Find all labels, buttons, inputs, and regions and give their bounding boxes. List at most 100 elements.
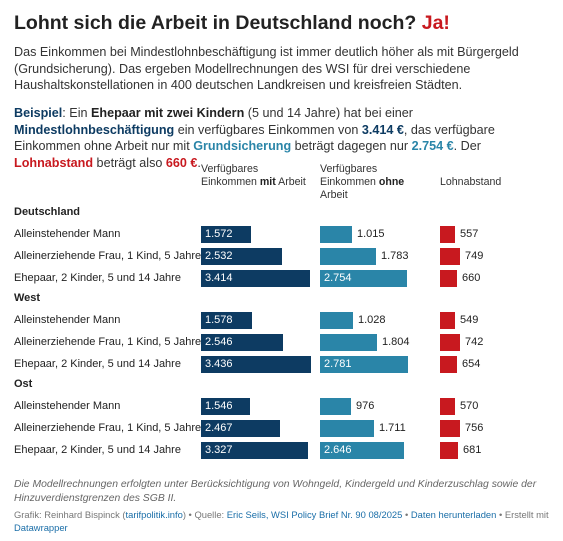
bar-ohne-arbeit — [320, 442, 404, 459]
column-header-line: Arbeit — [320, 189, 348, 201]
credits-text: • Erstellt mit — [496, 509, 549, 520]
bar-lohnabstand — [440, 356, 457, 373]
column-header-lohnabstand: Lohnabstand — [440, 176, 501, 189]
group-heading: West — [14, 292, 41, 304]
bar-ohne-arbeit-value: 2.646 — [324, 444, 352, 456]
row-label: Alleinstehender Mann — [14, 228, 121, 240]
bar-mit-arbeit-value: 1.546 — [205, 400, 233, 412]
bar-mit-arbeit — [201, 334, 283, 351]
row-label: Ehepaar, 2 Kinder, 5 und 14 Jahre — [14, 444, 181, 456]
bar-mit-arbeit-value: 3.436 — [205, 358, 233, 370]
footnote: Die Modellrechnungen erfolgten unter Ber… — [14, 479, 537, 504]
bar-mit-arbeit — [201, 248, 282, 265]
bar-ohne-arbeit — [320, 226, 352, 243]
bar-ohne-arbeit-value: 1.015 — [357, 228, 385, 240]
row-label: Alleinstehender Mann — [14, 314, 121, 326]
bar-lohnabstand-value: 756 — [465, 422, 484, 434]
row-label: Alleinerziehende Frau, 1 Kind, 5 Jahre — [14, 336, 202, 348]
bar-lohnabstand-value: 660 — [462, 272, 481, 284]
bar-lohnabstand-value: 549 — [460, 314, 479, 326]
example-text-part: . — [197, 155, 201, 170]
bar-mit-arbeit-value: 2.467 — [205, 422, 233, 434]
example-value-ohne: 2.754 € — [411, 139, 454, 153]
example-value-abstand: 660 € — [165, 155, 198, 170]
download-data-link[interactable]: Daten herunterladen — [410, 509, 497, 520]
bar-ohne-arbeit-value: 1.783 — [381, 250, 409, 262]
column-header-emphasis: mit — [259, 176, 276, 188]
bar-lohnabstand — [440, 226, 455, 243]
bar-lohnabstand — [440, 270, 457, 287]
column-header-line: Einkommen — [320, 176, 379, 188]
credits: Grafik: Reinhard Bispinck (tarifpolitik.… — [14, 509, 554, 534]
example-beispiel: Beispiel — [14, 106, 63, 120]
intro-text: Das Einkommen bei Mindestlohnbeschäftigu… — [14, 45, 519, 92]
chart-title: Lohnt sich die Arbeit in Deutschland noc… — [14, 12, 450, 35]
bar-mit-arbeit — [201, 312, 252, 329]
bar-ohne-arbeit-value: 976 — [356, 400, 375, 412]
title-accent: Ja! — [421, 12, 450, 34]
column-header-mit-arbeit: Verfügbares Einkommen mit Arbeit — [201, 163, 306, 189]
bar-ohne-arbeit-value: 1.028 — [358, 314, 386, 326]
tarifpolitik-link[interactable]: tarifpolitik.info — [125, 509, 183, 520]
example-text-part: beträgt also — [93, 155, 166, 170]
column-header-line: Lohnabstand — [440, 176, 502, 188]
row-label: Alleinerziehende Frau, 1 Kind, 5 Jahre — [14, 422, 202, 434]
bar-mit-arbeit-value: 1.578 — [205, 314, 233, 326]
example-text-part: (5 und 14 Jahre) hat bei einer — [244, 106, 413, 120]
bar-ohne-arbeit-value: 1.804 — [382, 336, 410, 348]
bar-lohnabstand-value: 742 — [465, 336, 484, 348]
source-link[interactable]: Eric Seils, WSI Policy Brief Nr. 90 08/2… — [226, 509, 403, 520]
bar-mit-arbeit — [201, 356, 311, 373]
datawrapper-link[interactable]: Datawrapper — [14, 521, 68, 533]
example-value-mit: 3.414 € — [361, 122, 404, 137]
credits-text: Grafik: Reinhard Bispinck ( — [14, 509, 126, 520]
bar-mit-arbeit-value: 3.414 — [205, 272, 233, 284]
bar-ohne-arbeit-value: 2.754 — [324, 272, 352, 284]
row-label: Ehepaar, 2 Kinder, 5 und 14 Jahre — [14, 272, 181, 284]
example-text-part: , das verfügbare Einkommen ohne Arbeit n… — [14, 122, 495, 154]
bar-lohnabstand-value: 681 — [463, 444, 482, 456]
bar-mit-arbeit-value: 2.532 — [205, 250, 233, 262]
bar-lohnabstand — [440, 420, 460, 437]
example-text-part: beträgt dagegen nur — [291, 139, 412, 153]
bar-mit-arbeit — [201, 270, 310, 287]
example-grundsicherung: Grundsicherung — [193, 139, 292, 153]
bar-mit-arbeit-value: 3.327 — [205, 444, 233, 456]
column-header-line: Arbeit — [275, 176, 306, 188]
credits-text: • — [402, 509, 411, 520]
bar-ohne-arbeit — [320, 420, 374, 437]
column-header-line: Verfügbares — [320, 163, 378, 175]
column-header-line: Einkommen — [201, 176, 260, 188]
group-heading: Ost — [14, 378, 33, 390]
bar-ohne-arbeit — [320, 270, 407, 287]
example-mindestlohn: Mindestlohnbeschäftigung — [14, 122, 175, 137]
bar-lohnabstand — [440, 334, 460, 351]
example-lohnabstand: Lohnabstand — [14, 155, 94, 170]
example-text: Beispiel: Ein Ehepaar mit zwei Kindern (… — [14, 105, 554, 171]
bar-ohne-arbeit — [320, 248, 376, 265]
bar-ohne-arbeit — [320, 398, 351, 415]
bar-mit-arbeit — [201, 442, 308, 459]
column-header-line: Verfügbares — [201, 163, 259, 175]
example-ehepaar: Ehepaar mit zwei Kindern — [91, 106, 245, 120]
bar-lohnabstand-value: 749 — [465, 250, 484, 262]
row-label: Ehepaar, 2 Kinder, 5 und 14 Jahre — [14, 358, 181, 370]
bar-mit-arbeit-value: 2.546 — [205, 336, 233, 348]
credits-text: ) • Quelle: — [182, 509, 227, 520]
bar-ohne-arbeit-value: 1.711 — [379, 422, 406, 434]
group-heading: Deutschland — [14, 206, 81, 218]
bar-lohnabstand — [440, 312, 455, 329]
bar-mit-arbeit — [201, 420, 280, 437]
bar-lohnabstand-value: 557 — [460, 228, 479, 240]
bar-lohnabstand — [440, 442, 458, 459]
bar-ohne-arbeit — [320, 334, 377, 351]
bar-ohne-arbeit-value: 2.781 — [324, 358, 352, 370]
bar-mit-arbeit — [201, 398, 250, 415]
bar-ohne-arbeit — [320, 312, 353, 329]
bar-lohnabstand-value: 570 — [460, 400, 479, 412]
column-header-emphasis: ohne — [378, 176, 405, 188]
row-label: Alleinerziehende Frau, 1 Kind, 5 Jahre — [14, 250, 202, 262]
bar-lohnabstand-value: 654 — [462, 358, 481, 370]
column-header-ohne-arbeit: Verfügbares Einkommen ohne Arbeit — [320, 163, 404, 202]
bar-ohne-arbeit — [320, 356, 408, 373]
